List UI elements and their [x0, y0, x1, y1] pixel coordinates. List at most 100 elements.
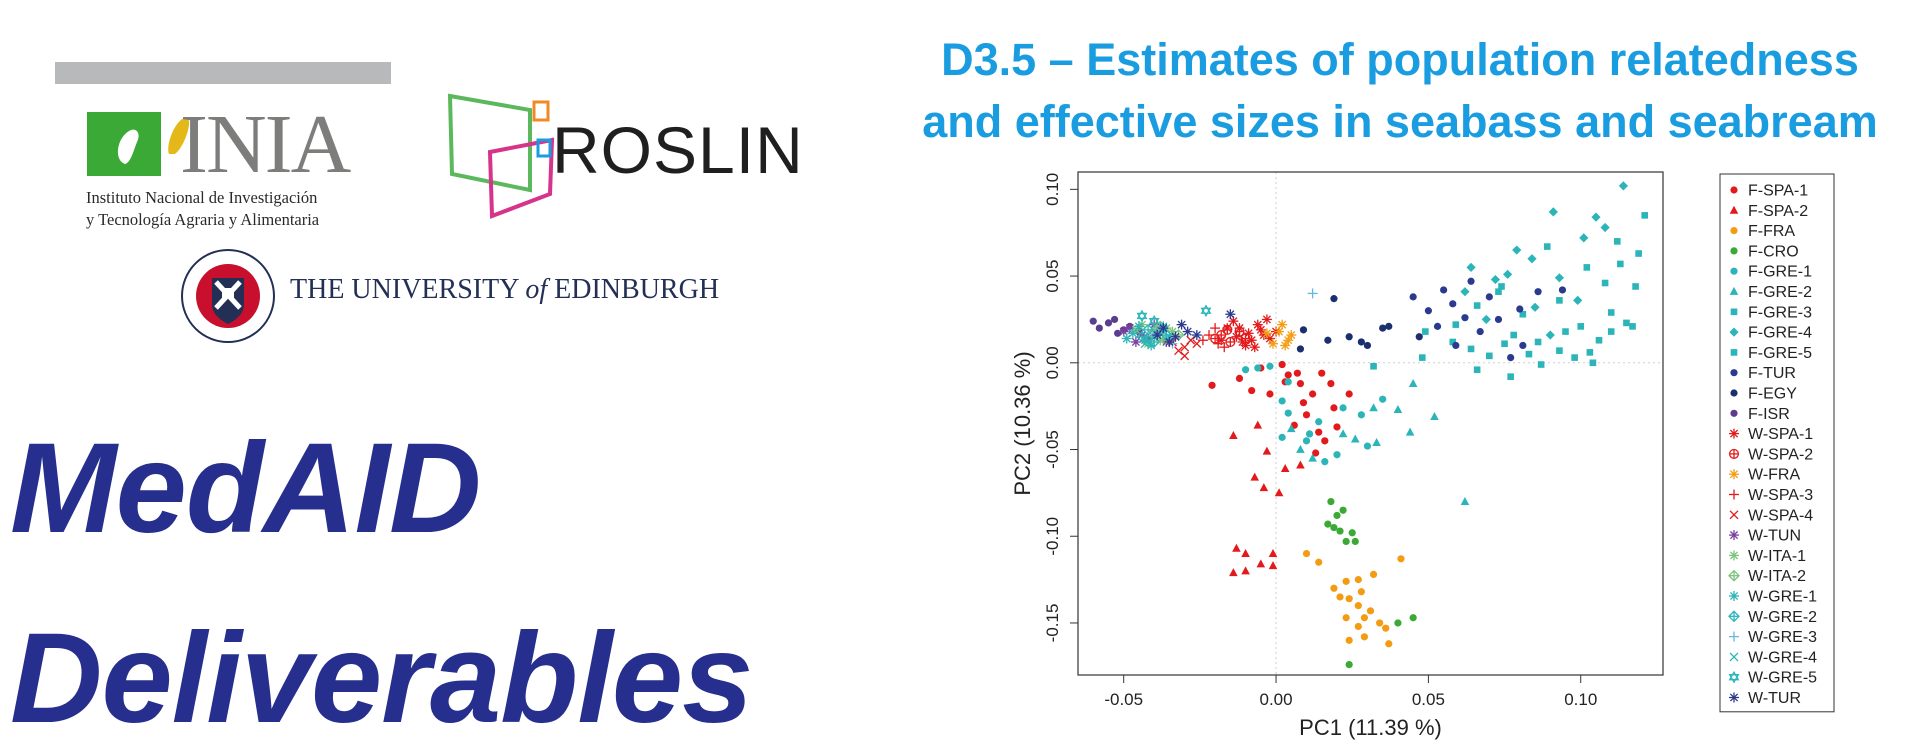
- legend-marker-w-gre-3: [1729, 631, 1739, 642]
- legend-marker-f-cro: [1730, 247, 1738, 255]
- point-w-tur: [1191, 330, 1202, 341]
- point-f-cro: [1409, 614, 1417, 622]
- legend-label: W-SPA-1: [1748, 426, 1813, 443]
- legend-marker-w-gre-4: [1729, 652, 1739, 662]
- point-w-gre-5: [1200, 304, 1212, 318]
- point-f-tur: [1476, 327, 1484, 336]
- point-f-egy: [1385, 322, 1393, 330]
- point-f-gre-5: [1562, 328, 1569, 335]
- point-w-gre-1: [1133, 321, 1144, 332]
- university-name-suffix: EDINBURGH: [547, 274, 720, 305]
- point-f-cro: [1336, 527, 1344, 535]
- point-f-gre-4: [1579, 233, 1589, 243]
- point-f-gre-2: [1296, 444, 1305, 453]
- point-w-tun: [1130, 336, 1141, 347]
- legend-marker-w-tun: [1729, 530, 1739, 541]
- point-f-gre-2: [1405, 427, 1415, 436]
- legend-label: W-GRE-3: [1748, 629, 1817, 646]
- point-f-spa-1: [1315, 428, 1323, 436]
- point-w-gre-1: [1121, 333, 1132, 344]
- point-w-tur: [1158, 323, 1169, 334]
- legend-marker-f-isr: [1730, 409, 1738, 417]
- legend-marker-w-spa-1: [1729, 428, 1739, 439]
- deliverables-title: Deliverables: [10, 607, 753, 750]
- inia-logo: [87, 112, 199, 176]
- y-tick-label: -0.10: [1043, 517, 1062, 556]
- y-tick-label: -0.05: [1043, 430, 1062, 469]
- point-f-tur: [1424, 307, 1432, 315]
- legend-label: F-TUR: [1748, 365, 1796, 382]
- point-f-gre-5: [1586, 349, 1594, 356]
- legend-marker-w-gre-5: [1728, 670, 1740, 684]
- point-f-tur: [1534, 288, 1542, 296]
- point-f-cro: [1339, 506, 1347, 514]
- point-f-spa-2: [1259, 483, 1269, 492]
- point-f-fra: [1315, 558, 1323, 566]
- point-f-gre-3: [1556, 347, 1563, 354]
- point-f-gre-4: [1530, 302, 1540, 312]
- point-w-spa-3: [1219, 342, 1230, 353]
- point-f-spa-2: [1232, 543, 1241, 552]
- point-f-isr: [1104, 319, 1113, 327]
- point-f-egy: [1324, 336, 1332, 344]
- point-f-cro: [1345, 660, 1353, 669]
- point-f-gre-3: [1595, 336, 1603, 344]
- point-f-gre-2: [1338, 429, 1348, 438]
- point-f-gre-4: [1545, 330, 1555, 340]
- point-f-spa-1: [1312, 449, 1320, 457]
- point-f-gre-3: [1473, 302, 1481, 309]
- point-f-gre-2: [1286, 424, 1296, 433]
- point-f-gre-5: [1607, 328, 1615, 335]
- slide-title-line2: and effective sizes in seabass and seabr…: [922, 96, 1878, 147]
- point-f-spa-2: [1280, 463, 1290, 472]
- point-f-spa-1: [1327, 380, 1335, 388]
- point-w-spa-1: [1261, 314, 1272, 325]
- legend-label: F-SPA-1: [1748, 183, 1808, 200]
- legend-box: [1719, 173, 1835, 713]
- point-f-tur: [1494, 315, 1503, 324]
- legend-marker-f-spa-2: [1729, 205, 1739, 214]
- point-f-gre-3: [1607, 309, 1615, 316]
- point-f-gre-3: [1495, 288, 1502, 295]
- point-f-cro: [1324, 520, 1332, 528]
- legend-label: W-ITA-2: [1748, 568, 1806, 585]
- legend-marker-w-gre-2: [1728, 610, 1740, 623]
- point-w-tur: [1182, 326, 1193, 337]
- point-f-gre-2: [1408, 379, 1418, 388]
- legend-label: F-GRE-3: [1748, 304, 1812, 321]
- point-f-fra: [1382, 624, 1390, 632]
- point-f-tur: [1558, 286, 1567, 294]
- legend-label: W-SPA-2: [1748, 446, 1813, 463]
- university-name-prefix: THE UNIVERSITY: [290, 274, 526, 305]
- y-tick-label: 0.05: [1043, 260, 1062, 293]
- point-w-gre-5: [1136, 309, 1148, 323]
- point-f-gre-5: [1641, 212, 1649, 219]
- point-f-gre-1: [1278, 397, 1286, 405]
- legend-marker-f-gre-1: [1730, 267, 1738, 275]
- legend-marker-w-ita-1: [1729, 550, 1739, 561]
- point-f-tur: [1467, 277, 1475, 285]
- point-f-spa-1: [1248, 386, 1256, 395]
- point-f-tur: [1516, 305, 1524, 313]
- legend-marker-w-ita-2: [1728, 569, 1740, 582]
- plot-frame: [1077, 171, 1664, 676]
- x-tick-label: -0.05: [1104, 690, 1143, 709]
- point-f-cro: [1348, 529, 1356, 537]
- point-f-fra: [1302, 549, 1311, 558]
- point-f-fra: [1385, 640, 1393, 648]
- point-f-tur: [1507, 353, 1515, 362]
- point-f-isr: [1089, 317, 1097, 325]
- point-f-spa-2: [1268, 561, 1278, 570]
- point-f-gre-5: [1613, 238, 1621, 245]
- point-f-fra: [1342, 577, 1350, 585]
- point-f-isr: [1110, 315, 1119, 324]
- y-axis-label: PC2 (10.36 %): [1010, 351, 1035, 495]
- point-f-gre-4: [1490, 274, 1501, 285]
- point-f-spa-2: [1229, 431, 1238, 440]
- inia-subtitle-line1: Instituto Nacional de Investigación: [86, 188, 318, 207]
- point-f-spa-2: [1253, 420, 1263, 429]
- legend-marker-w-spa-3: [1729, 489, 1739, 500]
- roslin-wordmark: ROSLIN: [552, 113, 804, 187]
- point-f-gre-1: [1278, 433, 1286, 441]
- point-f-gre-5: [1635, 250, 1642, 257]
